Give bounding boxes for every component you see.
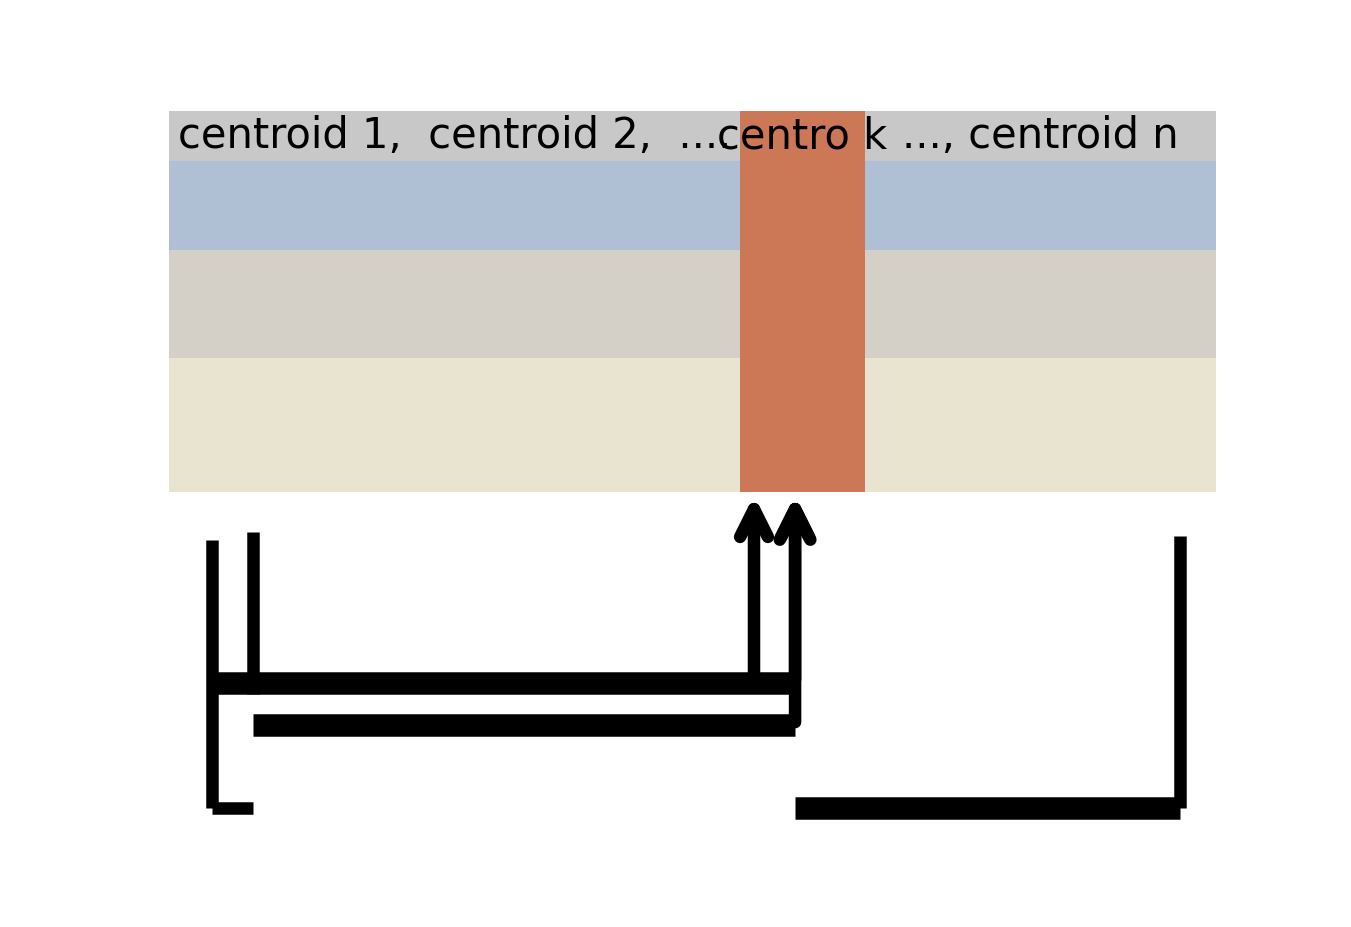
Bar — [169, 250, 739, 358]
Bar — [865, 161, 1216, 250]
Text: centro k: centro k — [717, 115, 888, 158]
Bar — [739, 111, 865, 492]
Bar — [169, 358, 739, 492]
Bar — [865, 250, 1216, 358]
Text: centroid 1,  centroid 2,  ....: centroid 1, centroid 2, .... — [177, 115, 731, 158]
Bar — [169, 111, 1216, 161]
Text: ..., centroid n: ..., centroid n — [902, 115, 1179, 158]
Bar — [865, 358, 1216, 492]
Bar — [169, 161, 739, 250]
